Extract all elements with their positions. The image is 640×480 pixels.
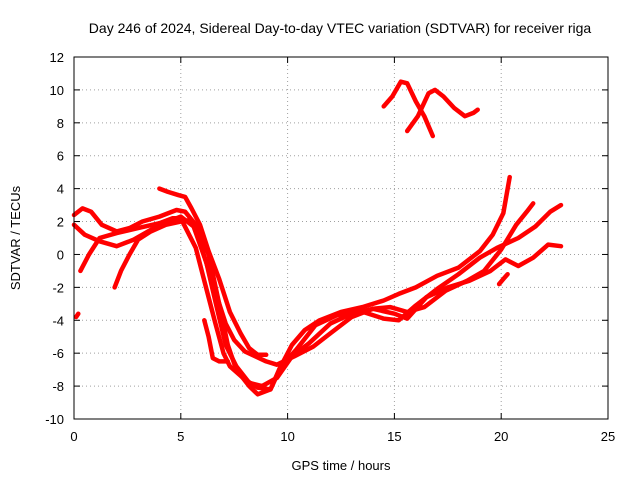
y-tick-label: 0 xyxy=(57,247,64,262)
series-track-3 xyxy=(78,202,564,392)
x-axis-label: GPS time / hours xyxy=(292,458,391,473)
y-tick-label: 8 xyxy=(57,116,64,131)
y-tick-label: -2 xyxy=(52,280,64,295)
x-tick-label: 20 xyxy=(494,429,508,444)
y-tick-label: 12 xyxy=(50,50,64,65)
x-tick-label: 5 xyxy=(177,429,184,444)
grid xyxy=(74,57,608,419)
y-tick-label: -6 xyxy=(52,346,64,361)
plot-frame xyxy=(73,56,609,420)
series-track-2 xyxy=(71,201,536,389)
y-tick-label: -8 xyxy=(52,379,64,394)
series-track-4 xyxy=(112,217,564,367)
y-tick-label: 6 xyxy=(57,149,64,164)
y-tick-label: -10 xyxy=(45,412,64,427)
series-track-6 xyxy=(202,318,231,364)
y-tick-label: -4 xyxy=(52,313,64,328)
chart-title: Day 246 of 2024, Sidereal Day-to-day VTE… xyxy=(89,20,592,36)
y-tick-label: 4 xyxy=(57,182,64,197)
x-tick-label: 0 xyxy=(70,429,77,444)
y-tick-label: 10 xyxy=(50,83,64,98)
series-track-1 xyxy=(71,174,512,397)
series-track-9 xyxy=(381,79,436,139)
y-axis-label: SDTVAR / TECUs xyxy=(8,185,23,290)
data-series xyxy=(71,79,564,397)
x-tick-label: 10 xyxy=(280,429,294,444)
series-track-10 xyxy=(404,87,480,134)
series-track-8 xyxy=(496,271,510,287)
x-tick-label: 15 xyxy=(387,429,401,444)
x-tick-label: 25 xyxy=(601,429,615,444)
axis-ticks: 0 5 10 15 20 25 -10 -8 -6 -4 -2 0 2 4 6 8 10 12 xyxy=(45,50,615,444)
y-tick-label: 2 xyxy=(57,215,64,230)
series-track-7 xyxy=(73,311,81,320)
series-track-5 xyxy=(157,186,269,358)
